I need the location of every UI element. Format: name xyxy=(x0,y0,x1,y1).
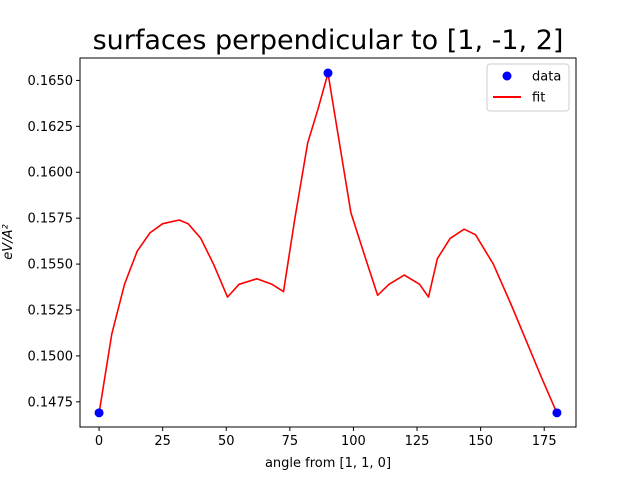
y-tick-label: 0.1550 xyxy=(28,258,74,273)
legend-fit-label: fit xyxy=(532,91,545,106)
x-tick-label: 175 xyxy=(532,434,557,449)
x-tick-label: 50 xyxy=(218,434,235,449)
x-tick-label: 75 xyxy=(282,434,299,449)
chart-title: surfaces perpendicular to [1, -1, 2] xyxy=(93,25,564,56)
y-tick-label: 0.1600 xyxy=(28,166,74,181)
x-tick-label: 25 xyxy=(154,434,171,449)
data-point xyxy=(552,408,562,418)
x-axis: 0 25 50 75 100 125 150 175 xyxy=(95,427,557,449)
x-tick-label: 150 xyxy=(468,434,493,449)
x-tick-label: 100 xyxy=(341,434,366,449)
series-layer xyxy=(94,68,562,418)
x-axis-label: angle from [1, 1, 0] xyxy=(265,456,391,471)
legend: data fit xyxy=(486,63,570,112)
x-tick-label: 125 xyxy=(405,434,430,449)
data-point xyxy=(94,408,104,418)
y-axis-label: eV/A² xyxy=(1,224,16,259)
legend-data-marker xyxy=(502,71,512,81)
legend-data-label: data xyxy=(532,70,561,85)
y-tick-label: 0.1625 xyxy=(28,120,74,135)
plot-frame xyxy=(79,57,577,428)
plot-area xyxy=(80,58,576,427)
y-tick-label: 0.1650 xyxy=(28,74,74,89)
fit-line xyxy=(98,72,558,414)
data-point xyxy=(323,68,333,78)
y-tick-label: 0.1475 xyxy=(28,395,74,410)
y-axis: 0.1475 0.1500 0.1525 0.1550 0.1575 0.1600 0.16… xyxy=(28,74,80,410)
y-tick-label: 0.1500 xyxy=(28,349,74,364)
y-tick-label: 0.1575 xyxy=(28,212,74,227)
x-tick-label: 0 xyxy=(95,434,103,449)
y-tick-label: 0.1525 xyxy=(28,304,74,319)
